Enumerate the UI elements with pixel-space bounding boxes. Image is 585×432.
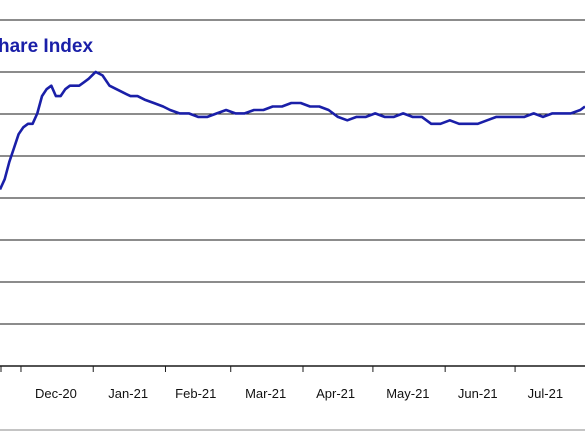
x-tick-label: Apr-21 xyxy=(316,386,355,401)
x-tick-label: Dec-20 xyxy=(35,386,77,401)
gridlines xyxy=(0,19,585,367)
x-tick-label: Jun-21 xyxy=(458,386,498,401)
series-layer xyxy=(0,70,585,191)
x-tick-label: Mar-21 xyxy=(245,386,286,401)
series-line xyxy=(0,70,585,191)
x-tick-label: Feb-21 xyxy=(175,386,216,401)
x-tick-label: Jul-21 xyxy=(528,386,563,401)
x-tick-label: May-21 xyxy=(386,386,429,401)
chart-title: hare Index xyxy=(0,36,93,57)
x-axis: Dec-20 Jan-21 Feb-21 Mar-21 Apr-21 May-21 Jun-… xyxy=(0,366,585,431)
x-tick-label: Jan-21 xyxy=(108,386,148,401)
